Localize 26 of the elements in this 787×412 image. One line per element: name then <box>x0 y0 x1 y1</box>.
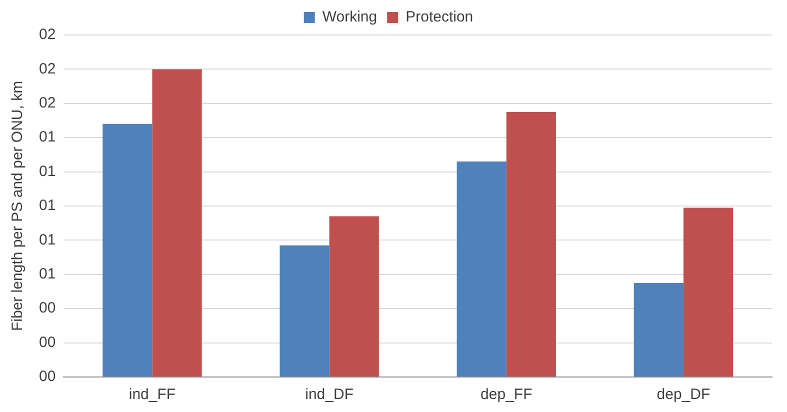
bar <box>506 112 556 376</box>
y-tick-label: 02 <box>38 94 56 112</box>
y-tick-label: 01 <box>38 162 56 180</box>
legend-label: Working <box>322 8 378 26</box>
bar <box>456 162 506 376</box>
bar <box>683 208 734 376</box>
bar <box>280 245 330 376</box>
bar <box>102 124 152 376</box>
y-tick-label: 00 <box>38 334 56 351</box>
y-tick-label: 01 <box>38 231 56 248</box>
legend-label: Protection <box>406 8 474 26</box>
x-tick-label: ind_DF <box>305 386 354 404</box>
y-tick-label: 02 <box>38 60 56 78</box>
y-tick-label: 00 <box>38 300 56 317</box>
x-tick-label: ind_FF <box>128 386 176 404</box>
bar <box>152 69 202 376</box>
x-tick-label: dep_DF <box>656 386 710 404</box>
y-tick-label: 02 <box>38 26 56 44</box>
y-tick-label: 01 <box>38 128 56 146</box>
y-tick-label: 01 <box>38 197 56 214</box>
x-tick-label: dep_FF <box>480 386 532 404</box>
bar <box>329 216 379 376</box>
bar <box>634 282 684 376</box>
y-tick-label: 00 <box>38 368 56 386</box>
y-axis-title: Fiber length per PS and per ONU, km <box>9 80 26 332</box>
y-tick-label: 01 <box>38 266 56 283</box>
